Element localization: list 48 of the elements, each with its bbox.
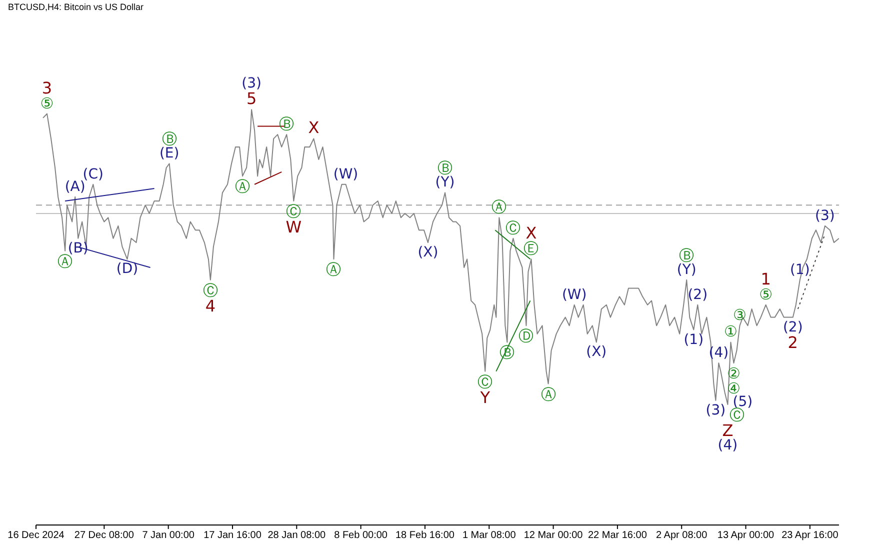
chart-title: BTCUSD,H4: Bitcoin vs US Dollar <box>8 2 144 12</box>
x-tick-label: 13 Apr 00:00 <box>717 530 775 542</box>
x-tick-label: 8 Feb 00:00 <box>334 530 388 542</box>
annotation: Ⓓ <box>518 327 534 346</box>
annotation: Ⓐ <box>492 198 507 216</box>
annotation: (B) <box>68 240 88 256</box>
annotation: X <box>308 118 320 138</box>
annotation: (W) <box>562 286 587 303</box>
annotation: 2 <box>788 332 798 352</box>
annotation: Ⓐ <box>326 260 342 279</box>
annotation: (1) <box>684 332 704 348</box>
x-tick-label: 2 Apr 08:00 <box>656 530 708 542</box>
x-tick-label: 12 Mar 00:00 <box>524 530 584 542</box>
annotation: (2) <box>782 319 803 336</box>
annotation: W <box>286 218 302 236</box>
annotation: Ⓑ <box>279 115 294 134</box>
annotation: (Y) <box>435 174 455 191</box>
x-tick-label: 18 Feb 16:00 <box>396 530 455 542</box>
x-tick-label: 7 Jan 00:00 <box>142 530 195 542</box>
x-tick-label: 27 Dec 08:00 <box>74 530 134 542</box>
annotation: (A) <box>64 178 86 195</box>
annotation: (W) <box>333 166 358 182</box>
annotation: (Y) <box>676 262 696 278</box>
annotation: 5 <box>246 89 257 108</box>
annotation: (E) <box>159 146 180 162</box>
annotation: (3) <box>706 402 726 418</box>
annotation: Ⓔ <box>524 240 539 258</box>
annotation: (2) <box>688 286 708 303</box>
annotation: (3) <box>815 208 835 224</box>
annotation: Ⓐ <box>235 178 250 196</box>
x-tick-label: 1 Mar 08:00 <box>462 530 516 542</box>
x-tick-label: 16 Dec 2024 <box>8 530 65 542</box>
annotation: (X) <box>418 244 438 261</box>
x-tick-label: 22 Mar 16:00 <box>588 530 648 542</box>
x-tick-label: 17 Jan 16:00 <box>204 530 262 542</box>
annotation: (3) <box>242 76 262 92</box>
x-tick-label: 28 Jan 08:00 <box>268 530 326 542</box>
annotation: (4) <box>718 438 738 454</box>
annotation: ① <box>724 322 738 341</box>
annotation: Ⓐ <box>540 385 556 404</box>
annotation: (C) <box>82 166 104 182</box>
x-tick-label: 23 Apr 16:00 <box>782 530 839 542</box>
annotation: Ⓑ <box>679 246 694 264</box>
annotation: ③ <box>733 306 746 324</box>
annotation: (X) <box>586 344 607 360</box>
annotation: (D) <box>116 261 138 278</box>
annotation: Ⓒ <box>506 218 521 237</box>
annotation: Ⓒ <box>286 202 302 220</box>
